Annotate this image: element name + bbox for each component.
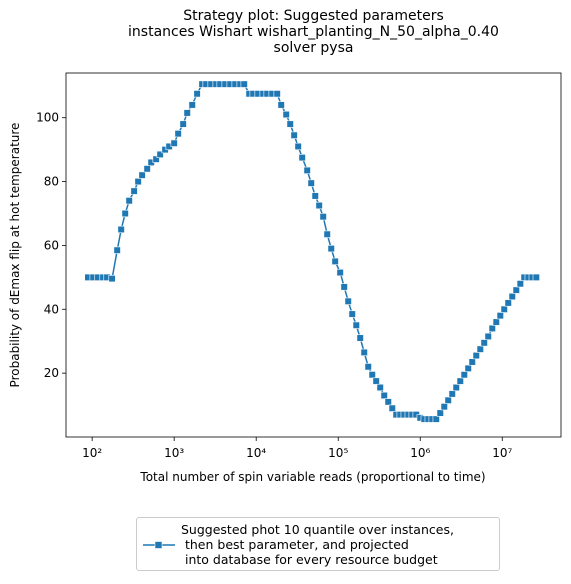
data-point bbox=[303, 166, 311, 174]
data-point bbox=[286, 120, 294, 128]
data-point bbox=[348, 310, 356, 318]
data-point bbox=[388, 404, 396, 412]
data-point bbox=[504, 299, 512, 307]
x-tick-label: 10⁷ bbox=[492, 446, 512, 460]
data-point bbox=[488, 324, 496, 333]
data-point bbox=[130, 187, 138, 195]
y-tick-label: 20 bbox=[44, 366, 59, 380]
data-point bbox=[319, 213, 327, 221]
data-point bbox=[380, 391, 388, 400]
data-point bbox=[323, 230, 331, 238]
data-point bbox=[340, 283, 348, 291]
data-point bbox=[364, 363, 372, 371]
data-point bbox=[152, 155, 160, 163]
data-point bbox=[282, 110, 290, 119]
data-point bbox=[344, 297, 352, 305]
data-point bbox=[384, 398, 392, 406]
x-tick-label: 10⁶ bbox=[410, 446, 430, 460]
data-point bbox=[448, 390, 456, 398]
data-point bbox=[472, 351, 480, 360]
data-point bbox=[298, 154, 306, 162]
data-point bbox=[452, 383, 460, 392]
data-point bbox=[156, 150, 164, 159]
y-tick-label: 40 bbox=[44, 302, 59, 316]
y-axis-label: Probability of dEmax flip at hot tempera… bbox=[8, 123, 22, 388]
y-tick-label: 100 bbox=[36, 111, 59, 125]
data-point bbox=[444, 396, 452, 404]
data-point bbox=[327, 245, 335, 253]
data-point bbox=[480, 339, 488, 347]
data-point bbox=[368, 371, 376, 379]
data-point bbox=[134, 177, 142, 186]
legend-label: Suggested phot 10 quantile over instance… bbox=[181, 522, 454, 567]
x-tick-label: 10² bbox=[82, 446, 102, 460]
data-point bbox=[376, 383, 384, 392]
data-point bbox=[307, 179, 315, 187]
data-point bbox=[143, 165, 151, 173]
data-point bbox=[484, 332, 492, 341]
data-point bbox=[492, 318, 500, 326]
data-point bbox=[188, 101, 196, 109]
legend: Suggested phot 10 quantile over instance… bbox=[136, 517, 500, 571]
data-point bbox=[468, 358, 476, 366]
data-point bbox=[121, 209, 129, 218]
data-point bbox=[331, 257, 339, 265]
x-tick-label: 10⁴ bbox=[246, 446, 266, 460]
data-point bbox=[456, 377, 464, 385]
data-point bbox=[356, 334, 364, 342]
data-point bbox=[125, 197, 133, 205]
data-point bbox=[193, 90, 201, 98]
data-point bbox=[170, 139, 178, 147]
data-point bbox=[360, 348, 368, 356]
data-point bbox=[290, 131, 298, 139]
data-point bbox=[174, 130, 182, 138]
y-tick-label: 60 bbox=[44, 238, 59, 252]
data-point bbox=[273, 90, 281, 98]
data-point bbox=[440, 403, 448, 411]
chart-title: Strategy plot: Suggested parameters inst… bbox=[128, 8, 499, 56]
plot-frame bbox=[65, 72, 562, 438]
data-point bbox=[512, 286, 520, 294]
x-axis-label: Total number of spin variable reads (pro… bbox=[139, 470, 485, 484]
legend-marker bbox=[154, 541, 163, 549]
data-point bbox=[113, 246, 121, 254]
data-point bbox=[179, 120, 187, 128]
data-point bbox=[460, 371, 468, 379]
data-point bbox=[183, 109, 191, 117]
data-point bbox=[277, 101, 285, 109]
data-point bbox=[476, 345, 484, 353]
data-point bbox=[315, 201, 323, 210]
data-point bbox=[336, 268, 344, 277]
data-point bbox=[294, 142, 302, 151]
data-point bbox=[516, 280, 524, 288]
data-point bbox=[352, 321, 360, 329]
data-point bbox=[138, 171, 146, 179]
data-point bbox=[436, 409, 444, 417]
data-point bbox=[432, 415, 440, 423]
data-point bbox=[108, 275, 116, 283]
legend-swatch bbox=[143, 541, 175, 549]
data-point bbox=[311, 192, 319, 200]
data-point bbox=[117, 225, 125, 234]
data-point bbox=[508, 292, 516, 301]
y-tick-label: 80 bbox=[44, 175, 59, 189]
data-point bbox=[532, 273, 540, 281]
data-point bbox=[464, 364, 472, 372]
data-point bbox=[500, 305, 508, 313]
x-tick-label: 10³ bbox=[164, 446, 184, 460]
data-point bbox=[240, 80, 248, 88]
data-point bbox=[372, 377, 380, 385]
x-tick-label: 10⁵ bbox=[328, 446, 348, 460]
data-point bbox=[496, 312, 504, 320]
